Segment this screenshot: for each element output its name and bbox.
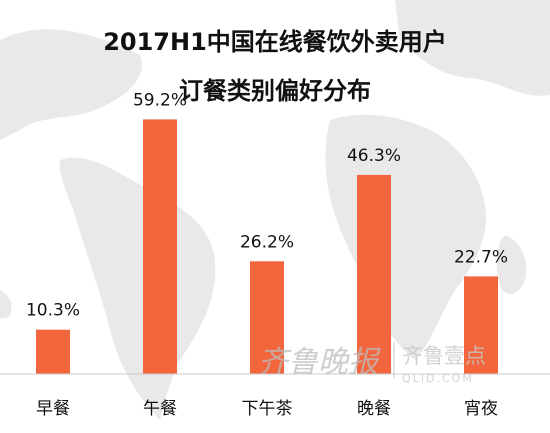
category-label-4: 宵夜 <box>464 399 498 419</box>
bar-4 <box>464 276 498 374</box>
category-label-1: 午餐 <box>143 399 177 419</box>
bar-2 <box>250 261 284 374</box>
value-label-1: 59.2% <box>133 90 187 110</box>
bar-0 <box>36 329 70 374</box>
watermark: 齐鲁晚报 齐鲁壹点 QLID.COM <box>258 342 486 385</box>
bar-1 <box>143 119 177 375</box>
watermark-brand-cn2: 齐鲁壹点 <box>402 344 486 368</box>
title-line-1: 2017H1中国在线餐饮外卖用户 <box>103 28 447 56</box>
plot-area: 10.3% 早餐 59.2% 午餐 26.2% 下午茶 46.3% 晚餐 22.7% 宵夜 <box>26 90 508 419</box>
watermark-brand-cn: 齐鲁晚报 <box>258 345 381 380</box>
bar-3 <box>357 174 391 374</box>
watermark-brand-url: QLID.COM <box>402 372 474 385</box>
value-label-3: 46.3% <box>347 146 401 166</box>
category-label-0: 早餐 <box>36 399 70 419</box>
value-label-4: 22.7% <box>454 247 508 267</box>
category-label-2: 下午茶 <box>242 399 293 419</box>
category-label-3: 晚餐 <box>357 399 391 419</box>
value-label-2: 26.2% <box>240 232 294 252</box>
chart-title: 2017H1中国在线餐饮外卖用户 订餐类别偏好分布 <box>103 28 447 105</box>
value-label-0: 10.3% <box>26 301 80 321</box>
title-line-2: 订餐类别偏好分布 <box>179 77 371 105</box>
